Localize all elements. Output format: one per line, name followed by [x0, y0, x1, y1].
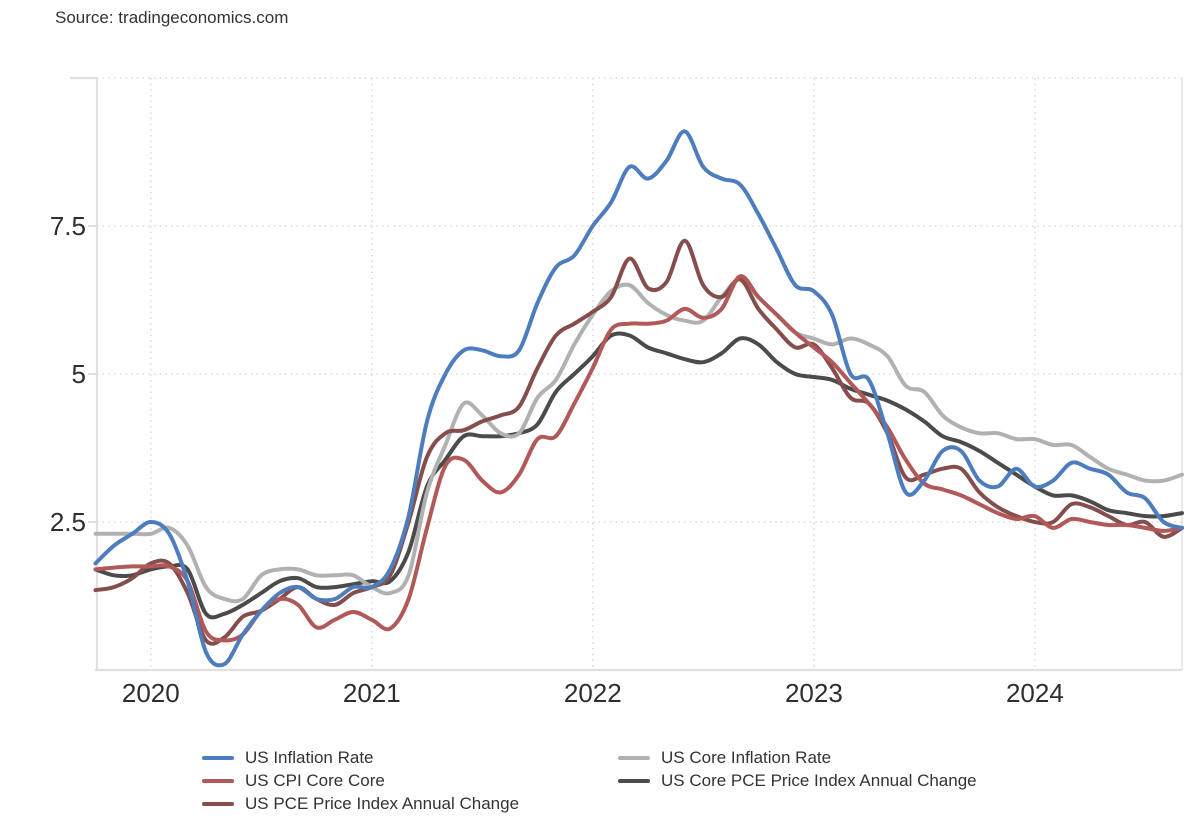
inflation-chart: 7.5 5 2.5 2020 2021 2022 2023 2024	[50, 76, 1184, 708]
x-tick-label-2022: 2022	[564, 678, 622, 708]
line-us-cpi-core-core	[93, 274, 1184, 643]
legend-label: US PCE Price Index Annual Change	[245, 793, 520, 813]
y-tick-label-2-5: 2.5	[50, 507, 86, 537]
legend-label: US Core Inflation Rate	[661, 747, 832, 767]
line-us-inflation-rate	[93, 129, 1184, 668]
x-tick-label-2021: 2021	[343, 678, 401, 708]
legend-swatch-dark-gray	[618, 778, 650, 783]
y-axis-labels: 7.5 5 2.5	[50, 211, 86, 537]
legend-column-left: US Inflation Rate US CPI Core Core US PC…	[202, 746, 519, 815]
line-us-core-inflation-rate	[93, 277, 1184, 604]
source-attribution: Source: tradingeconomics.com	[55, 8, 289, 27]
legend-label: US CPI Core Core	[245, 770, 385, 790]
legend-label: US Core PCE Price Index Annual Change	[661, 770, 977, 790]
y-tick-label-7-5: 7.5	[50, 211, 86, 241]
legend-swatch-blue	[202, 755, 234, 760]
horizontal-gridlines	[97, 77, 1182, 523]
legend-column-right: US Core Inflation Rate US Core PCE Price…	[618, 746, 977, 792]
line-us-core-pce-price-index	[93, 331, 1184, 620]
series-lines	[93, 129, 1184, 668]
legend-swatch-maroon	[202, 801, 234, 806]
legend-swatch-red	[202, 778, 234, 783]
x-tick-label-2024: 2024	[1006, 678, 1064, 708]
x-tick-label-2023: 2023	[785, 678, 843, 708]
x-tick-label-2020: 2020	[122, 678, 180, 708]
line-us-pce-price-index	[93, 238, 1184, 646]
legend-item-us-core-inflation-rate[interactable]: US Core Inflation Rate	[618, 746, 977, 769]
legend-item-us-inflation-rate[interactable]: US Inflation Rate	[202, 746, 519, 769]
legend-item-us-core-pce-price-index[interactable]: US Core PCE Price Index Annual Change	[618, 769, 977, 792]
x-axis-labels: 2020 2021 2022 2023 2024	[122, 678, 1064, 708]
legend-label: US Inflation Rate	[245, 747, 374, 767]
legend-item-us-pce-price-index[interactable]: US PCE Price Index Annual Change	[202, 792, 519, 815]
legend-swatch-gray	[618, 755, 650, 760]
legend-item-us-cpi-core-core[interactable]: US CPI Core Core	[202, 769, 519, 792]
y-tick-label-5: 5	[72, 359, 86, 389]
axis-frame	[70, 76, 1183, 672]
